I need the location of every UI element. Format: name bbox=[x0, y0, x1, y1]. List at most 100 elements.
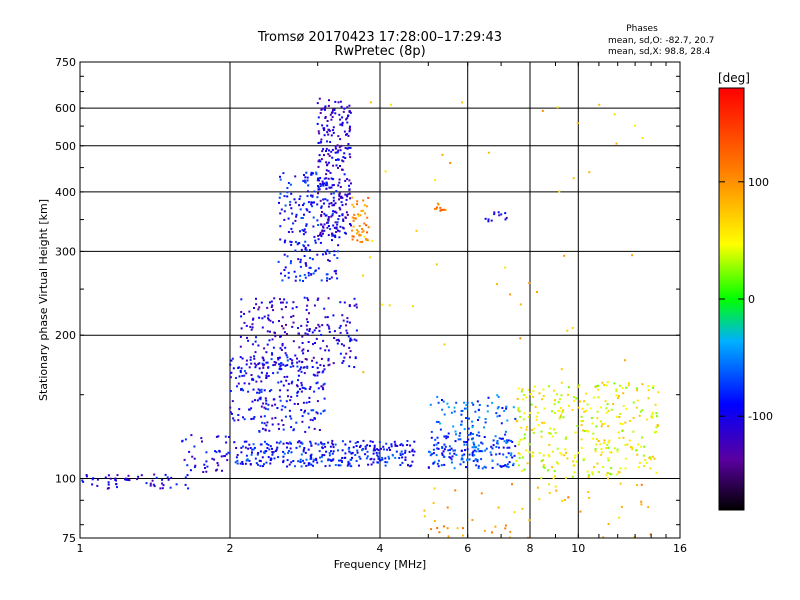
echo-point bbox=[441, 453, 444, 456]
echo-point bbox=[435, 263, 438, 266]
echo-point bbox=[359, 444, 362, 447]
echo-point bbox=[104, 476, 107, 479]
echo-point bbox=[313, 201, 315, 204]
echo-point bbox=[633, 124, 636, 127]
echo-point bbox=[285, 442, 288, 445]
echo-point bbox=[271, 447, 273, 450]
echo-point bbox=[362, 199, 365, 202]
echo-point bbox=[400, 442, 403, 445]
echo-point bbox=[558, 398, 561, 401]
echo-point bbox=[497, 506, 500, 509]
echo-point bbox=[349, 350, 352, 353]
echo-point bbox=[512, 464, 515, 467]
echo-point bbox=[430, 436, 433, 439]
echo-point bbox=[248, 443, 251, 446]
echo-point bbox=[629, 420, 631, 422]
echo-point bbox=[588, 496, 591, 499]
echo-point bbox=[260, 415, 263, 418]
echo-point bbox=[437, 401, 440, 404]
echo-point bbox=[258, 397, 261, 400]
echo-point bbox=[228, 452, 231, 455]
echo-point bbox=[342, 156, 345, 159]
echo-point bbox=[471, 446, 474, 449]
echo-point bbox=[321, 447, 324, 450]
echo-point bbox=[107, 474, 110, 477]
echo-point bbox=[435, 207, 438, 210]
echo-point bbox=[349, 337, 352, 340]
echo-point bbox=[322, 364, 325, 367]
echo-point bbox=[261, 465, 264, 468]
echo-point bbox=[244, 462, 247, 465]
echo-point bbox=[332, 131, 335, 134]
echo-point bbox=[247, 390, 250, 393]
echo-point bbox=[187, 487, 190, 490]
echo-point bbox=[449, 162, 452, 164]
echo-point bbox=[348, 346, 351, 349]
echo-point bbox=[364, 447, 367, 450]
echo-point bbox=[313, 235, 316, 238]
echo-point bbox=[529, 393, 532, 396]
echo-point bbox=[248, 459, 251, 462]
echo-point bbox=[338, 146, 341, 149]
echo-point bbox=[344, 443, 347, 446]
echo-point bbox=[300, 465, 303, 468]
echo-point bbox=[278, 320, 280, 322]
echo-point bbox=[329, 113, 332, 116]
echo-point bbox=[308, 249, 311, 252]
echo-point bbox=[272, 321, 274, 324]
echo-point bbox=[308, 266, 311, 269]
echo-point bbox=[284, 239, 287, 242]
echo-point bbox=[380, 459, 383, 462]
echo-point bbox=[511, 456, 514, 459]
echo-point bbox=[289, 415, 292, 418]
echo-point bbox=[344, 456, 347, 459]
echo-point bbox=[320, 442, 323, 445]
echo-point bbox=[575, 460, 578, 463]
echo-point bbox=[314, 269, 317, 272]
echo-point bbox=[321, 150, 324, 153]
echo-point bbox=[592, 432, 595, 435]
echo-point bbox=[316, 219, 319, 222]
echo-point bbox=[560, 381, 563, 384]
echo-point bbox=[358, 446, 361, 448]
echo-point bbox=[239, 462, 242, 465]
echo-point bbox=[261, 326, 264, 329]
echo-point bbox=[509, 454, 512, 457]
echo-point bbox=[202, 471, 205, 473]
echo-point bbox=[286, 195, 289, 198]
echo-point bbox=[305, 264, 308, 267]
echo-point bbox=[277, 456, 280, 459]
echo-point bbox=[395, 450, 398, 453]
echo-point bbox=[330, 450, 332, 453]
echo-point bbox=[293, 198, 296, 201]
echo-point bbox=[341, 116, 344, 119]
echo-point bbox=[298, 242, 301, 245]
echo-point bbox=[491, 531, 493, 534]
echo-point bbox=[243, 370, 246, 373]
echo-point bbox=[245, 359, 248, 362]
echo-point bbox=[260, 388, 263, 391]
echo-point bbox=[399, 444, 402, 446]
echo-point bbox=[330, 202, 333, 204]
echo-point bbox=[327, 357, 330, 360]
echo-point bbox=[454, 430, 457, 433]
echo-point bbox=[237, 419, 240, 422]
echo-point bbox=[337, 158, 340, 161]
echo-point bbox=[437, 459, 440, 462]
echo-point bbox=[338, 236, 341, 239]
echo-point bbox=[602, 536, 605, 538]
echo-point bbox=[265, 450, 268, 453]
echo-point bbox=[304, 262, 307, 265]
echo-point bbox=[345, 352, 348, 355]
echo-point bbox=[268, 448, 271, 451]
echo-point bbox=[491, 459, 494, 462]
echo-point bbox=[415, 229, 418, 232]
echo-point bbox=[310, 409, 313, 412]
echo-point bbox=[292, 301, 295, 304]
echo-point bbox=[433, 487, 436, 490]
echo-point bbox=[244, 446, 247, 449]
echo-point bbox=[498, 414, 501, 417]
echo-point bbox=[640, 483, 643, 486]
echo-point bbox=[327, 459, 330, 462]
echo-point bbox=[239, 369, 242, 372]
